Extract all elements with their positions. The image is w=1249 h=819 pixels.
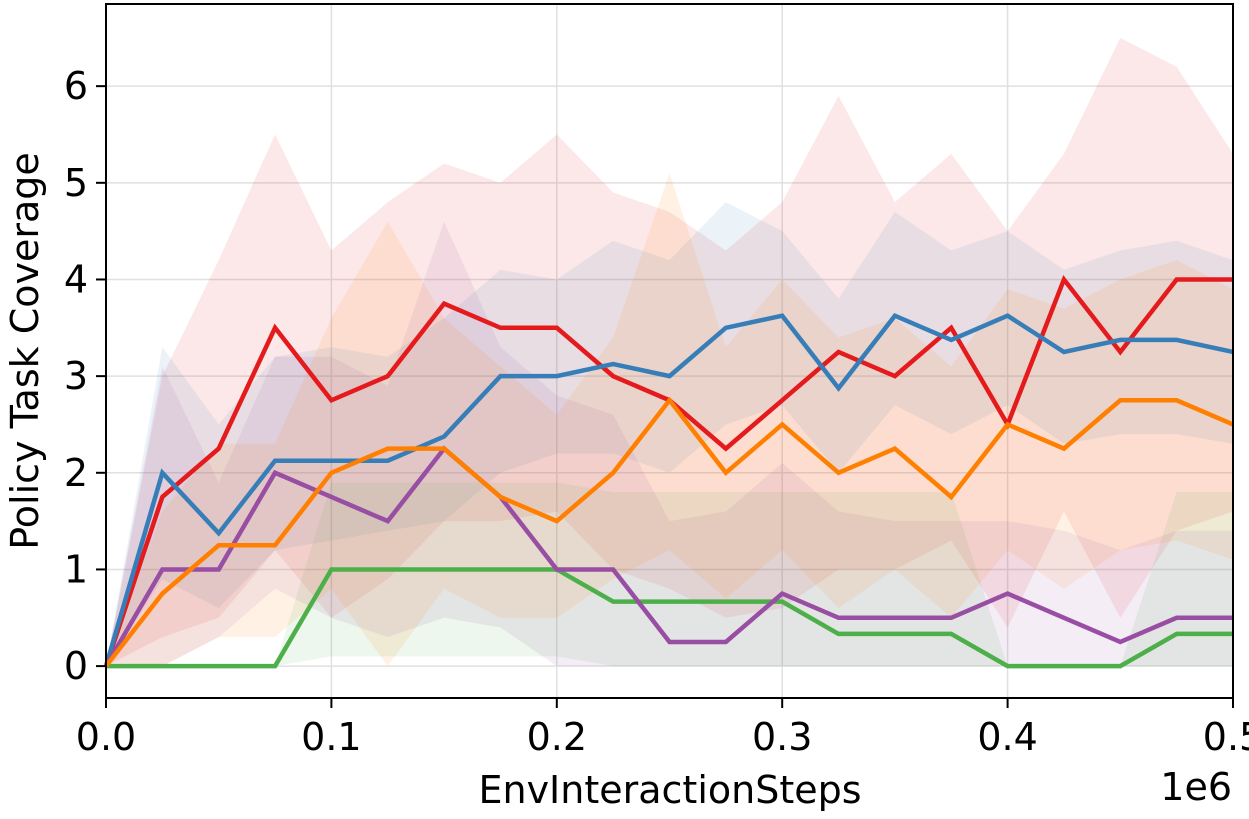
y-tick-label: 2 [64,451,88,495]
plot-frame [105,3,1234,699]
x-tick-label: 0.2 [527,715,587,759]
x-tick-label: 0.5 [1203,715,1249,759]
x-offset-label: 1e6 [1160,765,1232,809]
x-tick-label: 0.1 [301,715,361,759]
y-tick-label: 4 [64,257,88,301]
y-ticks: 0 1 2 3 4 5 6 [64,64,106,688]
series-2-band [106,202,1233,667]
x-tick-label: 0.3 [752,715,812,759]
y-tick-label: 1 [64,547,88,591]
series-4-line [104,445,1233,668]
series-3-line [106,567,1233,669]
series-5-band [106,173,1233,667]
series-1-band [106,37,1233,667]
series-5-line [104,396,1234,668]
series-2-line [103,312,1234,667]
series-3-band [106,482,1233,667]
y-tick-label: 6 [64,64,88,108]
y-tick-label: 0 [64,644,88,688]
confidence-bands [106,37,1233,667]
x-tick-label: 0.4 [977,715,1037,759]
x-tick-label: 0.0 [76,715,136,759]
y-tick-label: 5 [64,161,88,205]
x-ticks: 0.0 0.1 0.2 0.3 0.4 0.5 [76,698,1249,759]
x-axis-label: EnvInteractionSteps [478,768,861,812]
series-4-band [106,221,1233,667]
series-lines [103,274,1234,669]
y-tick-label: 3 [64,354,88,398]
y-axis-label: Policy Task Coverage [3,152,47,550]
